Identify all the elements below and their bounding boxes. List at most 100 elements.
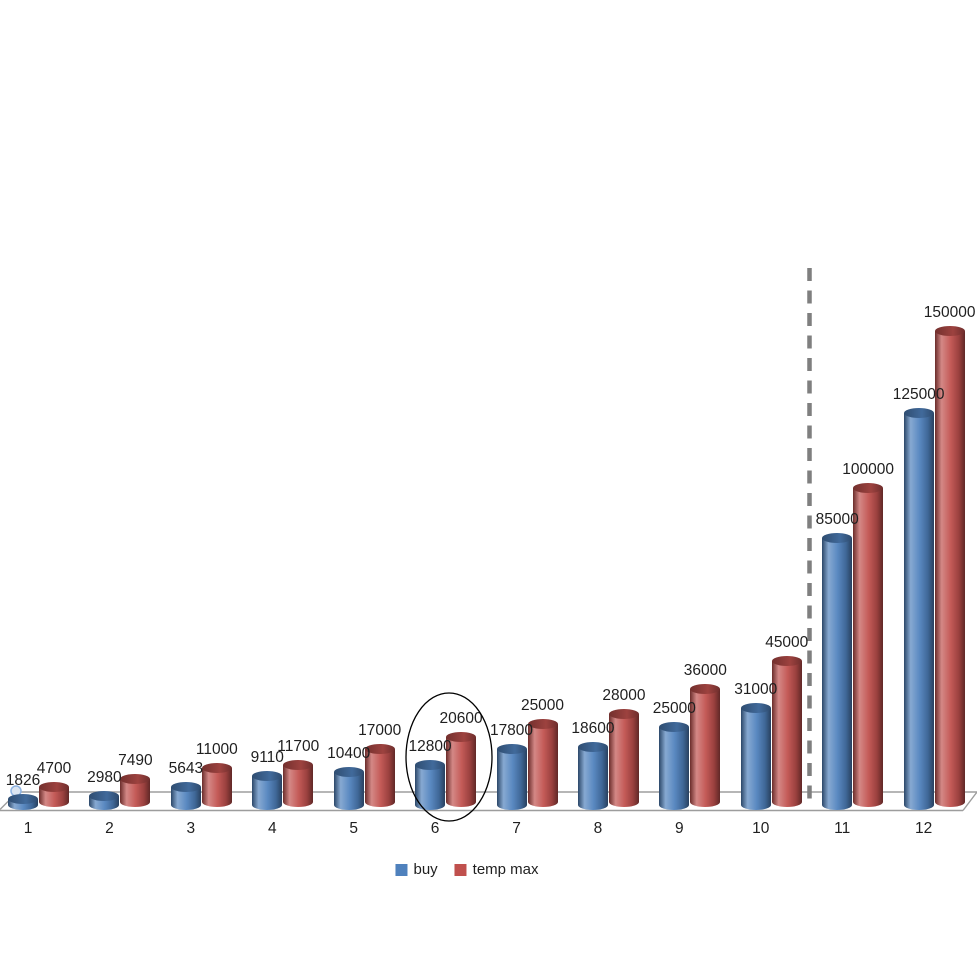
cylinder-base (415, 799, 446, 810)
cylinder-top (903, 407, 934, 418)
cylinder-bar-temp-max-8 (608, 709, 639, 807)
cylinder-top (608, 709, 639, 720)
cylinder-body (577, 746, 608, 805)
cylinder-body (903, 412, 934, 805)
cylinder-body (659, 726, 690, 805)
cylinder-base (446, 796, 477, 807)
cylinder-bar-buy-2 (89, 790, 120, 810)
cylinder-top (39, 782, 69, 793)
cylinder-body (415, 764, 446, 805)
cylinder-bar-buy-8 (577, 741, 608, 810)
legend-item-temp-max: temp max (454, 861, 539, 878)
cylinder-base (822, 799, 853, 810)
legend-label: temp max (472, 861, 539, 878)
legend-swatch-icon (454, 863, 467, 876)
cylinder-base (577, 799, 608, 810)
cylinder-base (934, 797, 965, 807)
cylinder-base (771, 796, 802, 807)
cylinder-base (333, 799, 364, 810)
cylinder-top (822, 533, 853, 544)
cylinder-top (934, 326, 965, 336)
cylinder-bar-temp-max-3 (201, 762, 232, 807)
cylinder-base (120, 797, 151, 807)
cylinder-top (170, 782, 201, 793)
cylinder-body (853, 488, 884, 802)
cylinder-top (252, 771, 283, 782)
cylinder-bar-buy-11 (822, 533, 853, 810)
cylinder-body (822, 538, 853, 805)
cylinder-base (496, 799, 527, 810)
cylinder-body (690, 689, 721, 802)
cylinder-bar-buy-6 (415, 759, 446, 810)
legend-label: buy (413, 861, 438, 878)
cylinder-base (364, 796, 395, 807)
cylinder-bar-temp-max-5 (364, 743, 395, 807)
cylinder-body (496, 749, 527, 805)
cylinder-body (771, 660, 802, 802)
cylinder-body (934, 331, 965, 802)
cylinder-base (853, 797, 884, 807)
cylinder-base (39, 796, 69, 807)
cylinder-top (690, 684, 721, 694)
cylinder-bar-temp-max-12 (934, 326, 965, 807)
cylinder-bar-buy-7 (496, 744, 527, 810)
cylinder-base (201, 797, 232, 807)
cylinder-top (120, 773, 151, 784)
legend-item-buy: buy (395, 861, 438, 878)
cylinder-body (120, 778, 151, 802)
cylinder-base (690, 797, 721, 807)
cylinder-base (903, 800, 934, 810)
cylinder-top (853, 483, 884, 493)
cylinder-top (89, 790, 120, 801)
cylinder-top (364, 743, 395, 754)
cylinder-body (446, 737, 477, 802)
cylinder-top (283, 760, 314, 771)
cylinder-bar-temp-max-10 (771, 655, 802, 807)
cylinder-top (659, 721, 690, 732)
cylinder-bar-temp-max-4 (283, 760, 314, 807)
cylinder-body (201, 767, 232, 802)
floor-right-edge (962, 791, 977, 811)
legend-swatch-icon (395, 863, 408, 876)
cylinder-body (333, 772, 364, 805)
cylinder-base (252, 799, 283, 810)
cylinder-top (496, 744, 527, 755)
cylinder-base (89, 799, 120, 810)
cylinder-body (740, 707, 771, 805)
cylinder-base (170, 799, 201, 810)
cylinder-bar-buy-9 (659, 721, 690, 810)
cylinder-bar-temp-max-9 (690, 684, 721, 807)
cylinder-top (740, 702, 771, 713)
cylinder-body (608, 714, 639, 802)
cylinder-top (771, 655, 802, 666)
cylinder-bar-temp-max-2 (120, 773, 151, 807)
cylinder-bar-buy-5 (333, 767, 364, 810)
cylinder-bar-buy-4 (252, 771, 283, 810)
cylinder-bar-buy-3 (170, 782, 201, 810)
cylinder-body (283, 765, 314, 802)
cylinder-bar-temp-max-1 (39, 782, 69, 807)
cylinder-body (527, 723, 558, 802)
cylinder-base (659, 800, 690, 810)
cylinder-bar-temp-max-7 (527, 718, 558, 807)
cylinder-top (577, 741, 608, 752)
cylinder-top (8, 794, 38, 805)
cylinder-base (283, 796, 314, 807)
cylinder-bar-temp-max-6 (446, 732, 477, 807)
cylinder-base (8, 799, 38, 810)
cylinder-bar-buy-1 (8, 794, 38, 810)
cylinder-top (201, 762, 232, 773)
cylinder-base (740, 799, 771, 810)
cylinder-top (527, 718, 558, 729)
cylinder-bar-buy-10 (740, 702, 771, 810)
cylinder-top (333, 767, 364, 778)
chart-legend: buy temp max (395, 861, 539, 878)
cylinder-base (608, 796, 639, 807)
cylinder-bar-temp-max-11 (853, 483, 884, 807)
cylinder-bar-buy-12 (903, 407, 934, 810)
cylinder-body (364, 748, 395, 802)
cylinder-top (415, 759, 446, 770)
cylinder-base (527, 797, 558, 807)
